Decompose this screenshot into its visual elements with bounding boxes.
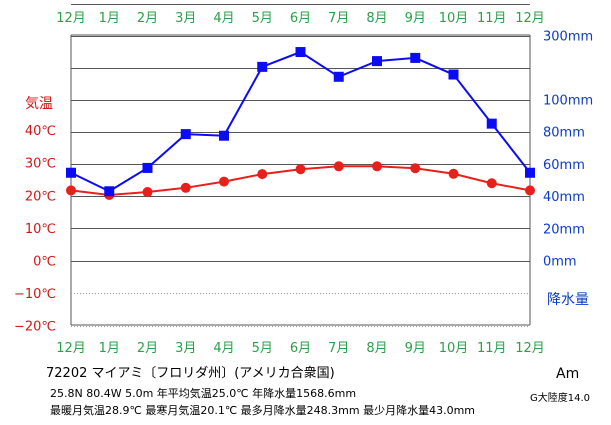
- precipitation-point: [142, 162, 153, 173]
- temperature-point: [486, 178, 497, 189]
- temperature-tick-label: 40℃: [25, 124, 56, 139]
- month-label-bottom: 3月: [175, 341, 196, 356]
- month-label-top: 1月: [99, 11, 120, 26]
- month-label-bottom: 7月: [328, 341, 349, 356]
- precipitation-tick-label: 20mm: [543, 222, 585, 237]
- climate-classification: Am: [556, 366, 580, 382]
- precipitation-point: [333, 71, 344, 82]
- month-label-top: 12月: [515, 11, 545, 26]
- temperature-point: [142, 187, 153, 198]
- month-label-top: 10月: [439, 11, 469, 26]
- month-label-bottom: 8月: [366, 341, 387, 356]
- month-label-top: 11月: [477, 11, 507, 26]
- precipitation-point: [257, 61, 268, 72]
- temperature-tick-label: 20℃: [25, 189, 56, 204]
- temperature-point: [333, 161, 344, 172]
- precipitation-point: [448, 69, 459, 80]
- month-label-bottom: 6月: [290, 341, 311, 356]
- month-label-top: 3月: [175, 11, 196, 26]
- temperature-point: [295, 164, 306, 175]
- month-label-top: 5月: [252, 11, 273, 26]
- temperature-point: [257, 169, 268, 180]
- temperature-point: [448, 168, 459, 179]
- temperature-tick-label: 0℃: [33, 255, 56, 270]
- station-header: 72202 マイアミ〔フロリダ州〕(アメリカ合衆国): [46, 366, 335, 381]
- month-label-bottom: 4月: [213, 341, 234, 356]
- precipitation-point: [219, 130, 229, 141]
- precipitation-point: [525, 167, 535, 178]
- temperature-tick-label: 30℃: [25, 157, 56, 172]
- month-label-top: 9月: [405, 11, 426, 26]
- temperature-point: [372, 161, 382, 172]
- temperature-axis-title: 気温: [25, 96, 53, 112]
- temperature-tick-label: −20℃: [14, 320, 56, 335]
- temperature-point: [66, 185, 76, 196]
- month-label-bottom: 9月: [405, 341, 426, 356]
- precipitation-tick-label: 100mm: [543, 94, 593, 109]
- temperature-point: [219, 176, 229, 187]
- month-label-bottom: 12月: [56, 341, 86, 356]
- month-label-top: 4月: [213, 11, 234, 26]
- month-label-bottom: 5月: [252, 341, 273, 356]
- temperature-point: [410, 163, 421, 174]
- precipitation-series: [66, 47, 535, 197]
- precipitation-point: [486, 118, 497, 129]
- month-label-top: 12月: [56, 11, 86, 26]
- station-info-line1: 25.8N 80.4W 5.0m 年平均気温25.0℃ 年降水量1568.6mm: [50, 387, 357, 400]
- month-label-bottom: 11月: [477, 341, 507, 356]
- month-label-bottom: 10月: [439, 341, 469, 356]
- precipitation-tick-label: 300mm: [543, 30, 593, 45]
- continentality-index: G大陸度14.0: [530, 393, 591, 404]
- temperature-tick-label: 10℃: [25, 222, 56, 237]
- precipitation-tick-label: 60mm: [543, 158, 585, 173]
- month-label-bottom: 12月: [515, 341, 545, 356]
- temperature-point: [525, 185, 535, 196]
- temperature-series: [66, 161, 535, 200]
- precipitation-point: [104, 186, 115, 197]
- temperature-point: [180, 182, 191, 193]
- precipitation-point: [372, 56, 382, 67]
- precipitation-axis-title: 降水量: [547, 292, 589, 308]
- grid-lines: [70, 4, 531, 327]
- month-label-top: 2月: [137, 11, 158, 26]
- temperature-tick-label: −10℃: [14, 287, 56, 302]
- month-label-bottom: 2月: [137, 341, 158, 356]
- month-label-bottom: 1月: [99, 341, 120, 356]
- precipitation-point: [410, 52, 421, 63]
- precipitation-point: [180, 129, 191, 140]
- precipitation-point: [66, 167, 76, 178]
- station-info-line2: 最暖月気温28.9℃ 最寒月気温20.1℃ 最多月降水量248.3mm 最少月降…: [50, 404, 476, 417]
- precipitation-tick-label: 80mm: [543, 126, 585, 141]
- precipitation-tick-label: 0mm: [543, 255, 577, 270]
- month-label-top: 7月: [328, 11, 349, 26]
- axis-labels: 12月 12月 1月 1月 2月 2月 3月 3月 4月 4月 5月 5月 6月 6月 7月 7月 8月 8月 9月…: [14, 11, 593, 356]
- month-label-top: 6月: [290, 11, 311, 26]
- precipitation-point: [295, 47, 306, 58]
- precipitation-tick-label: 40mm: [543, 190, 585, 205]
- month-label-top: 8月: [366, 11, 387, 26]
